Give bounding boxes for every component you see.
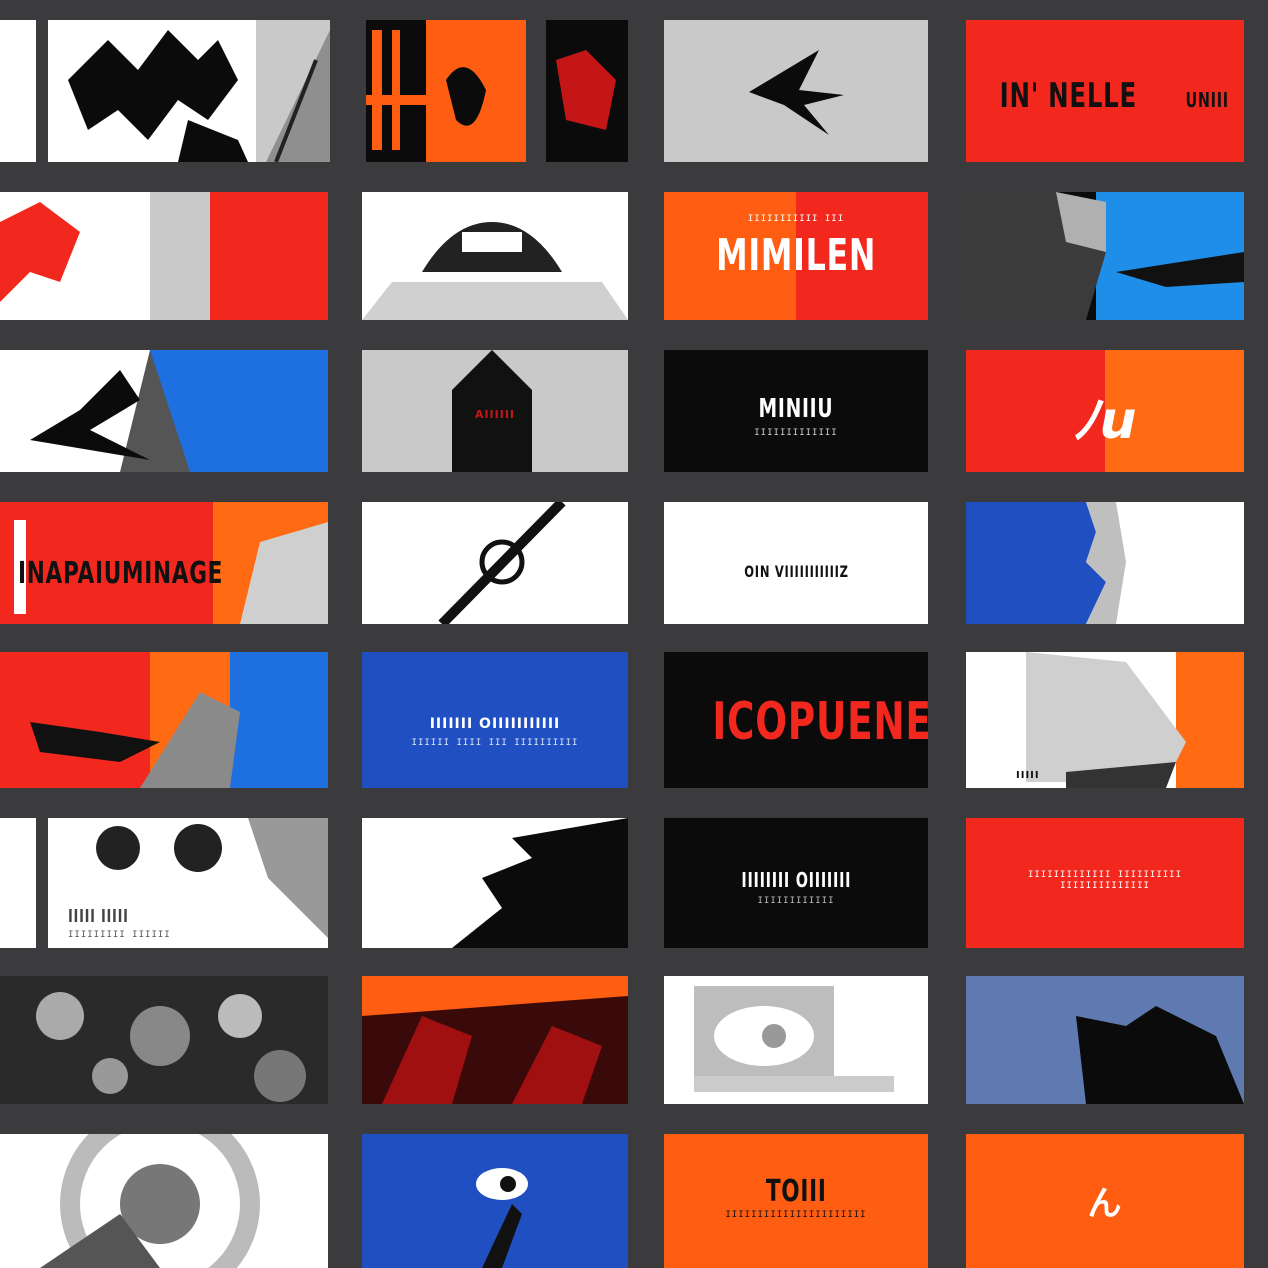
strap-buckle-artwork (438, 502, 566, 624)
thumbnail-r2c1[interactable] (362, 192, 628, 320)
silhouette-figure-artwork (1076, 1006, 1244, 1104)
thumbnail-r2c2[interactable]: IIIIIIIIIII III MIMILEN (664, 192, 928, 320)
thumbnail-r1c2[interactable] (664, 20, 928, 162)
thumbnail-title: ICOPUENER (712, 692, 928, 752)
thumbnail-title: IIIIIII OIIIIIIIIIII (429, 716, 561, 732)
thumbnail-title: IIIII IIIII (68, 906, 129, 927)
thumbnail-subtitle: IIIIIIIII IIIIII (68, 930, 171, 940)
thumbnail-r6c1[interactable] (362, 818, 628, 948)
thumbnail-title: MINIIU (758, 394, 834, 424)
thumbnail-title: IIIIIIII OIIIIIII (741, 868, 851, 892)
thumbnail-r8c0[interactable] (0, 1134, 328, 1268)
thumbnail-title: IIIII (1016, 770, 1040, 781)
red-abstract-artwork (362, 976, 628, 1104)
thumbnail-r1c1a[interactable] (366, 20, 526, 162)
thumbnail-r7c0[interactable] (0, 976, 328, 1104)
vessel-artwork (1026, 652, 1244, 788)
spiral-artwork (40, 1134, 260, 1268)
thumbnail-r8c1[interactable] (362, 1134, 628, 1268)
thumbnail-subtitle: IIIIIIIIIIII (757, 896, 835, 906)
thumbnail-title: TOIII (765, 1174, 827, 1209)
thumbnail-r5c1[interactable]: IIIIIII OIIIIIIIIIII IIIIII IIII III III… (362, 652, 628, 788)
thumbnail-r3c0[interactable] (0, 350, 328, 472)
thumbnail-r6c0a[interactable] (0, 818, 36, 948)
thumbnail-title: AIIIIII (474, 408, 516, 421)
thumbnail-r8c2[interactable]: TOIII IIIIIIIIIIIIIIIIIIIIII (664, 1134, 928, 1268)
grey-shape-artwork (14, 520, 328, 624)
thumbnail-r8c3[interactable]: ん (966, 1134, 1244, 1268)
thumbnail-r7c1[interactable] (362, 976, 628, 1104)
thumbnail-r4c0[interactable]: INAPAIUMINAGE (0, 502, 328, 624)
thumbnail-r2c0[interactable] (0, 192, 328, 320)
thumbnail-r1c0b[interactable] (48, 20, 256, 162)
thumbnail-r7c2[interactable] (664, 976, 928, 1104)
people-artwork (96, 818, 328, 938)
thumbnail-r4c1[interactable] (362, 502, 628, 624)
red-figure-artwork (556, 50, 616, 130)
star-artwork (30, 350, 328, 472)
thumbnail-subtitle: IIIIII IIII III IIIIIIIIII (411, 738, 579, 748)
thumbnail-r5c3[interactable]: IIIII (966, 652, 1244, 788)
thumbnail-r2c3[interactable] (966, 192, 1244, 320)
thumbnail-title: ﾉu (1072, 391, 1138, 451)
tower-artwork (452, 350, 532, 472)
smoke-pattern-artwork (36, 992, 306, 1102)
thumbnail-r5c2[interactable]: ICOPUENER (664, 652, 928, 788)
thumbnail-r1c0[interactable] (0, 20, 36, 162)
running-figure-artwork (30, 652, 328, 788)
thumbnail-title: OIN VIIIIIIIIIIIZ (743, 562, 849, 581)
car-silhouette-artwork (362, 222, 628, 320)
thumbnail-title: IN' NELLE UNIII (999, 76, 1229, 116)
thumbnail-r1c1b[interactable] (546, 20, 628, 162)
eye-shape-artwork (694, 986, 894, 1092)
thumbnail-r6c2[interactable]: IIIIIIII OIIIIIII IIIIIIIIIIII (664, 818, 928, 948)
thumbnail-r3c3[interactable]: ﾉu (966, 350, 1244, 472)
thumbnail-title: INAPAIUMINAGE (18, 556, 224, 591)
thumbnail-title: ん (1087, 1184, 1123, 1224)
thumbnail-subtitle: IIIIIIIIIIIIIIIIIIIIII (725, 1210, 867, 1220)
thumbnail-r3c1[interactable]: AIIIIII (362, 350, 628, 472)
thumbnail-title: MIMILEN (715, 230, 876, 281)
thumbnail-r1c0c[interactable] (256, 20, 330, 162)
thumbnail-title: IIIIIIIIIIIII IIIIIIIIII IIIIIIIIIIIIII (1027, 870, 1183, 891)
thumbnail-r6c3[interactable]: IIIIIIIIIIIII IIIIIIIIII IIIIIIIIIIIIII (966, 818, 1244, 948)
thumbnail-r1c3[interactable]: IN' NELLE UNIII (966, 20, 1244, 162)
jagged-shape-artwork (452, 818, 628, 948)
thumbnail-r5c0[interactable] (0, 652, 328, 788)
abstract-black-splash-artwork (68, 30, 248, 162)
thumbnail-r3c2[interactable]: MINIIU IIIIIIIIIIIII (664, 350, 928, 472)
red-figure-artwork (0, 192, 328, 320)
thumbnail-r4c3[interactable] (966, 502, 1244, 624)
thumbnail-subtitle: IIIIIIIIIIIII (754, 428, 838, 438)
shadow-artwork (266, 30, 330, 162)
thumbnail-subtitle: IIIIIIIIIII III (747, 214, 845, 224)
profile-figure-artwork (966, 192, 1244, 320)
bird-silhouette-icon (749, 50, 844, 135)
face-profile-artwork (966, 502, 1126, 624)
scaffold-artwork (366, 20, 486, 162)
thumbnail-r7c3[interactable] (966, 976, 1244, 1104)
thumbnail-r6c0[interactable]: IIIII IIIII IIIIIIIII IIIIII (48, 818, 328, 948)
thumbnail-r4c2[interactable]: OIN VIIIIIIIIIIIZ (664, 502, 928, 624)
eye-artwork (476, 1168, 528, 1268)
